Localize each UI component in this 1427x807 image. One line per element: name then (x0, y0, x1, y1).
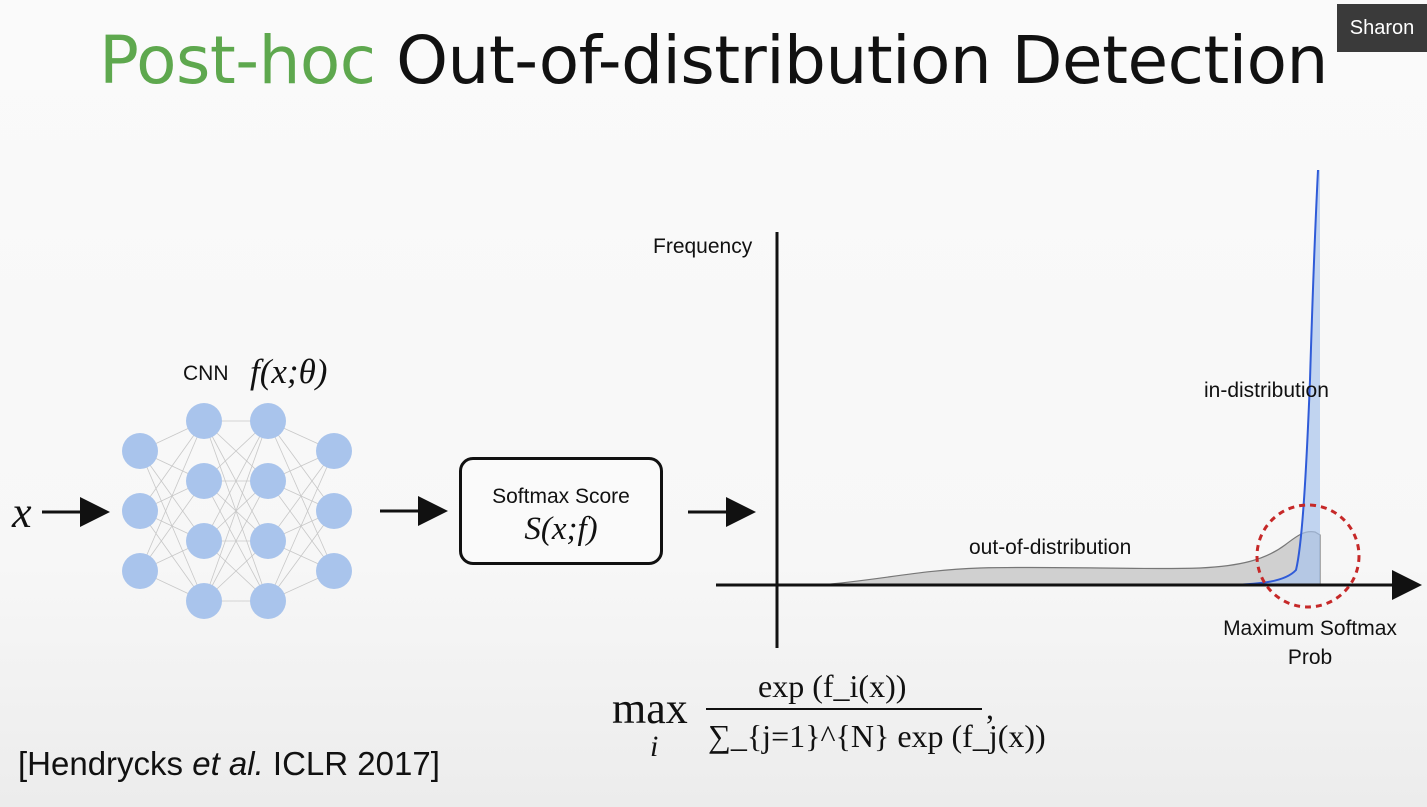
max-softmax-highlight-circle (1255, 503, 1361, 609)
citation-suffix: ICLR 2017] (263, 745, 440, 782)
network-edge (203, 420, 269, 602)
formula-index: i (650, 730, 659, 763)
neuron-layer-4 (316, 433, 352, 469)
citation-italic: et al. (192, 745, 264, 782)
title-highlight: Post-hoc (99, 22, 376, 99)
citation: [Hendrycks et al. ICLR 2017] (18, 745, 440, 783)
in-distribution-fill (1230, 170, 1320, 585)
network-edge (267, 450, 335, 602)
in-distribution-label: in-distribution (1204, 379, 1329, 402)
neuron-layer-4 (316, 493, 352, 529)
input-symbol: x (11, 488, 32, 537)
neuron-layer-3 (250, 463, 286, 499)
softmax-score-expr: S(x;f) (524, 511, 598, 547)
neuron-layer-2 (186, 583, 222, 619)
neuron-layer-3 (250, 523, 286, 559)
network-edge (139, 420, 205, 572)
citation-prefix: [Hendrycks (18, 745, 193, 782)
neuron-layer-3 (250, 583, 286, 619)
msp-label-line2: Prob (1288, 646, 1332, 669)
neuron-layer-1 (122, 493, 158, 529)
softmax-score-box: Softmax Score S(x;f) (459, 457, 663, 565)
neuron-layer-2 (186, 403, 222, 439)
network-edge (203, 420, 269, 542)
neuron-layer-4 (316, 553, 352, 589)
in-distribution-curve (1229, 169, 1319, 586)
cnn-function-label: f(x;θ) (250, 352, 328, 391)
formula-operator: max (612, 684, 688, 733)
network-edge (139, 420, 205, 512)
network-edge (203, 480, 269, 602)
formula-denominator: ∑_{j=1}^{N} exp (f_j(x)) (708, 718, 1046, 754)
network-edge (139, 480, 205, 572)
neuron-layer-2 (186, 463, 222, 499)
formula-comma: , (986, 690, 994, 726)
title-rest: Out-of-distribution Detection (396, 22, 1328, 99)
ood-label: out-of-distribution (969, 536, 1131, 559)
network-edge (267, 450, 335, 542)
y-axis-label: Frequency (653, 235, 753, 258)
neuron-layer-1 (122, 433, 158, 469)
network-connections (139, 420, 335, 602)
network-edge (267, 510, 335, 602)
ood-distribution-curve (819, 530, 1321, 586)
formula-numerator: exp (f_i(x)) (758, 668, 907, 704)
neuron-layer-2 (186, 523, 222, 559)
cnn-label: CNN (183, 362, 229, 385)
slide-title: Post-hoc Out-of-distribution Detection (0, 22, 1427, 99)
neuron-layer-1 (122, 553, 158, 589)
softmax-score-label: Softmax Score (492, 485, 630, 508)
presenter-name-badge[interactable]: Sharon (1337, 4, 1427, 52)
neuron-layer-3 (250, 403, 286, 439)
msp-label-line1: Maximum Softmax (1223, 617, 1397, 640)
neural-network (122, 403, 352, 619)
